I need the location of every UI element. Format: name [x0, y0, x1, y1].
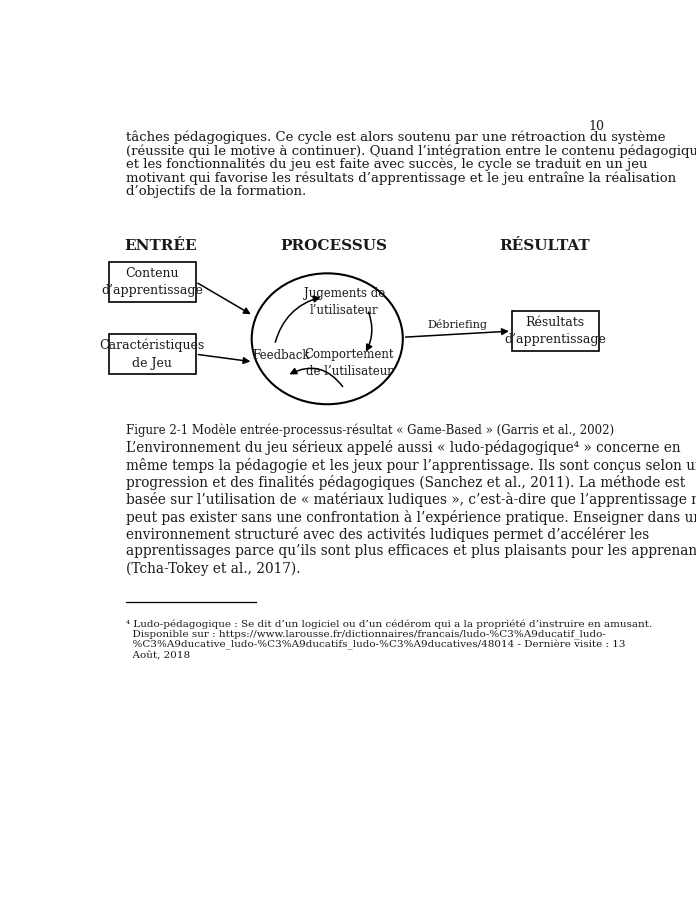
Text: Contenu
d’apprentissage: Contenu d’apprentissage [101, 267, 203, 297]
Text: L’environnement du jeu sérieux appelé aussi « ludo-pédagogique⁴ » concerne en: L’environnement du jeu sérieux appelé au… [126, 440, 681, 456]
Text: (réussite qui le motive à continuer). Quand l’intégration entre le contenu pédag: (réussite qui le motive à continuer). Qu… [126, 144, 696, 158]
FancyBboxPatch shape [109, 261, 196, 302]
Ellipse shape [252, 273, 403, 404]
Text: Résultats
d’apprentissage: Résultats d’apprentissage [504, 316, 606, 346]
Text: Août, 2018: Août, 2018 [126, 650, 190, 660]
Text: motivant qui favorise les résultats d’apprentissage et le jeu entraîne la réalis: motivant qui favorise les résultats d’ap… [126, 171, 676, 185]
Text: Feedback: Feedback [252, 349, 310, 363]
Text: environnement structuré avec des activités ludiques permet d’accélérer les: environnement structuré avec des activit… [126, 527, 649, 542]
Text: Figure 2-1 Modèle entrée-processus-résultat « Game-Based » (Garris et al., 2002): Figure 2-1 Modèle entrée-processus-résul… [126, 424, 614, 437]
Text: Jugements de
l’utilisateur: Jugements de l’utilisateur [303, 287, 385, 317]
Text: PROCESSUS: PROCESSUS [280, 239, 387, 252]
Text: Disponible sur : https://www.larousse.fr/dictionnaires/francais/ludo-%C3%A9ducat: Disponible sur : https://www.larousse.fr… [126, 630, 606, 640]
Text: peut pas exister sans une confrontation à l’expérience pratique. Enseigner dans : peut pas exister sans une confrontation … [126, 510, 696, 525]
Text: ENTRÉE: ENTRÉE [125, 239, 197, 252]
Text: RÉSULTAT: RÉSULTAT [499, 239, 590, 252]
Text: Débriefing: Débriefing [427, 319, 487, 330]
Text: %C3%A9ducative_ludo-%C3%A9ducatifs_ludo-%C3%A9ducatives/48014 - Dernière visite : %C3%A9ducative_ludo-%C3%A9ducatifs_ludo-… [126, 640, 625, 650]
Text: basée sur l’utilisation de « matériaux ludiques », c’est-à-dire que l’apprentiss: basée sur l’utilisation de « matériaux l… [126, 492, 696, 507]
Text: apprentissages parce qu’ils sont plus efficaces et plus plaisants pour les appre: apprentissages parce qu’ils sont plus ef… [126, 545, 696, 558]
Text: Comportement
de l’utilisateur: Comportement de l’utilisateur [304, 348, 394, 378]
Text: (Tcha-Tokey et al., 2017).: (Tcha-Tokey et al., 2017). [126, 562, 300, 576]
Text: tâches pédagogiques. Ce cycle est alors soutenu par une rétroaction du système: tâches pédagogiques. Ce cycle est alors … [126, 131, 665, 144]
Text: Caractéristiques
de Jeu: Caractéristiques de Jeu [100, 339, 205, 370]
Text: progression et des finalités pédagogiques (Sanchez et al., 2011). La méthode est: progression et des finalités pédagogique… [126, 475, 685, 490]
FancyBboxPatch shape [109, 334, 196, 374]
Text: même temps la pédagogie et les jeux pour l’apprentissage. Ils sont conçus selon : même temps la pédagogie et les jeux pour… [126, 457, 696, 473]
Text: et les fonctionnalités du jeu est faite avec succès, le cycle se traduit en un j: et les fonctionnalités du jeu est faite … [126, 158, 647, 171]
FancyBboxPatch shape [512, 311, 599, 351]
Text: ⁴ Ludo-pédagogique : Se dit d’un logiciel ou d’un cédérom qui a la propriété d’i: ⁴ Ludo-pédagogique : Se dit d’un logicie… [126, 619, 652, 629]
Text: 10: 10 [589, 120, 605, 133]
Text: d’objectifs de la formation.: d’objectifs de la formation. [126, 185, 306, 198]
